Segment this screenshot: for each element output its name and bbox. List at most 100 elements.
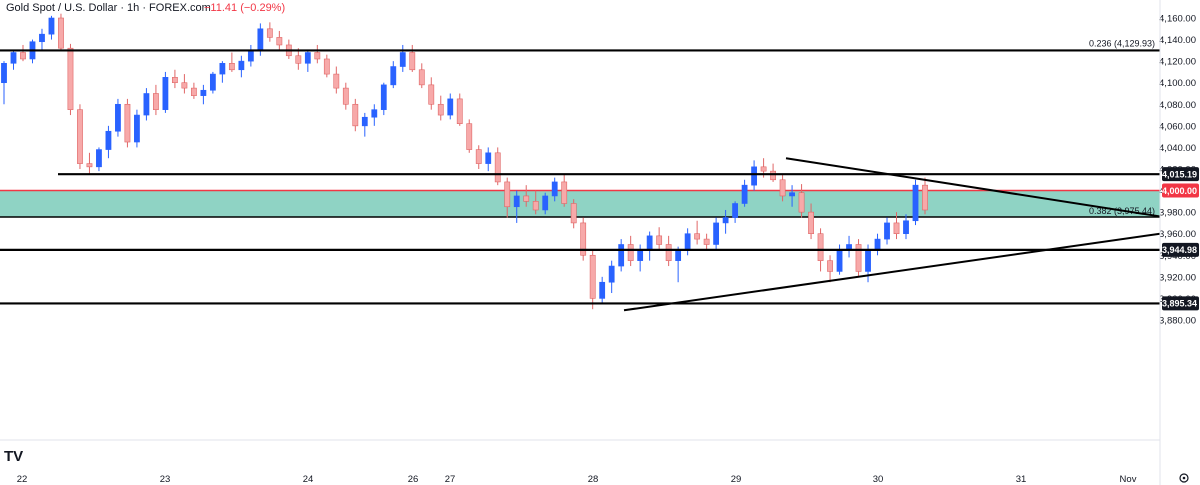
candle-body — [475, 149, 482, 164]
candle-body — [884, 222, 890, 240]
candle — [456, 93, 463, 126]
price-tick-label: 3,880.00 — [1159, 315, 1196, 326]
candle-body — [115, 103, 121, 132]
price-badge — [1162, 242, 1199, 257]
candle-body — [352, 103, 359, 127]
symbol-title[interactable]: Gold Spot / U.S. Dollar · 1h · FOREX.com — [6, 2, 211, 14]
candle — [418, 63, 425, 89]
candle-body — [304, 52, 311, 64]
candle-body — [694, 233, 701, 240]
settings-gear-icon[interactable] — [1179, 473, 1189, 483]
candle — [39, 28, 45, 51]
candle-body — [589, 254, 596, 299]
candle-body — [637, 249, 644, 261]
price-badge-label: 4,000.00 — [1162, 186, 1197, 196]
candle-body — [836, 249, 843, 272]
candle — [475, 145, 482, 169]
candle-body — [656, 235, 663, 245]
candle-body — [105, 130, 112, 150]
candle — [200, 84, 207, 105]
candle — [10, 50, 17, 70]
price-tick-label: 4,080.00 — [1159, 100, 1196, 111]
candle-body — [361, 116, 368, 127]
candle — [86, 152, 93, 175]
candle-body — [665, 244, 672, 261]
candle-body — [39, 33, 45, 43]
candle-body — [276, 37, 283, 46]
candle — [770, 163, 776, 182]
candle — [238, 55, 245, 78]
candle-body — [779, 179, 786, 197]
candle-body — [143, 93, 150, 116]
candle — [618, 239, 625, 272]
candle-body — [86, 163, 93, 168]
price-tick-label: 4,160.00 — [1159, 14, 1196, 25]
price-tick-label: 3,960.00 — [1159, 229, 1196, 240]
price-badge — [1162, 296, 1199, 311]
candle — [105, 125, 112, 159]
candle — [266, 22, 273, 42]
candle — [295, 48, 302, 70]
price-tick-label: 4,100.00 — [1159, 78, 1196, 89]
candle — [172, 69, 178, 89]
candle — [228, 52, 235, 72]
candle-body — [703, 238, 710, 245]
trendline[interactable] — [623, 232, 1161, 312]
price-badge-label: 3,944.98 — [1162, 245, 1197, 255]
candle — [779, 174, 786, 202]
candle-body — [323, 58, 330, 75]
candle-body — [134, 114, 140, 143]
candle-body — [371, 109, 378, 118]
candle-body — [865, 249, 871, 272]
candle — [513, 190, 520, 223]
candle — [58, 13, 64, 51]
candle — [48, 15, 55, 40]
candle-body — [314, 52, 321, 60]
candle-body — [409, 52, 416, 71]
support-zone — [0, 190, 1160, 218]
price-tick-label: 4,140.00 — [1159, 35, 1196, 46]
candle — [437, 95, 444, 121]
candle — [143, 88, 150, 121]
candle-body — [295, 55, 302, 64]
candle — [903, 214, 909, 240]
tradingview-logo[interactable]: TV — [4, 448, 23, 465]
price-tick-label: 3,920.00 — [1159, 272, 1196, 283]
candle-body — [561, 181, 568, 204]
candle — [884, 217, 890, 245]
candle-body — [209, 73, 216, 91]
candle — [656, 227, 663, 250]
candle — [703, 233, 710, 250]
candle — [209, 71, 216, 94]
candle-body — [732, 203, 739, 218]
candle-body — [390, 66, 397, 86]
candle-body — [532, 201, 539, 211]
candle-body — [618, 244, 625, 267]
candle-body — [789, 192, 795, 197]
candle-body — [798, 192, 805, 213]
candle — [713, 217, 720, 250]
candle — [342, 82, 349, 110]
candle — [722, 209, 729, 234]
price-badge — [1162, 183, 1199, 198]
candle-body — [713, 222, 720, 245]
candle — [808, 203, 814, 240]
candle-body — [153, 93, 159, 110]
time-tick-label: 30 — [873, 474, 884, 485]
candle — [219, 61, 226, 83]
candle-body — [722, 217, 729, 224]
candle-body — [162, 77, 169, 110]
time-tick-label: 26 — [408, 474, 419, 485]
candle-body — [172, 77, 178, 84]
trendline[interactable] — [785, 157, 1161, 218]
candle-body — [342, 87, 349, 105]
candle — [798, 184, 805, 218]
candle — [694, 220, 701, 245]
candle-body — [228, 62, 235, 71]
candle — [134, 109, 140, 148]
candle — [371, 104, 378, 126]
candle-body — [437, 103, 444, 116]
